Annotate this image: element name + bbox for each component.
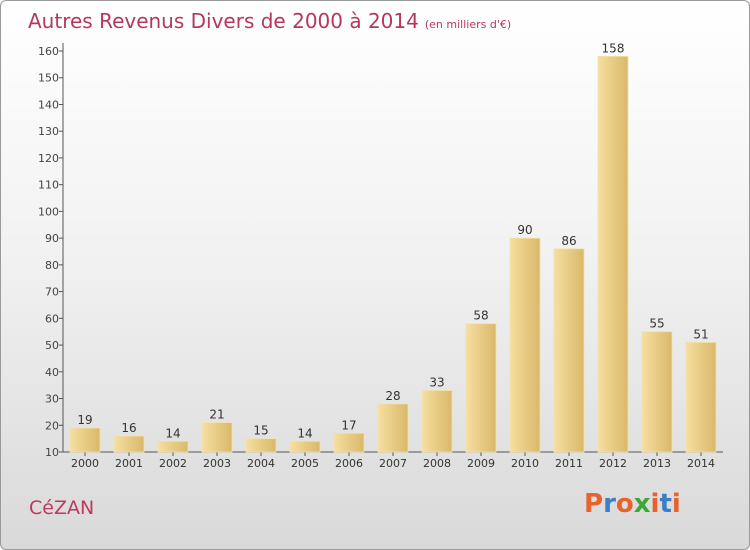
y-tick-label: 20 xyxy=(45,419,59,432)
x-tick-label: 2013 xyxy=(643,457,671,470)
bar-value-label: 58 xyxy=(473,309,488,323)
bar-2000 xyxy=(69,427,101,453)
bar-2013 xyxy=(641,331,673,453)
x-tick-label: 2011 xyxy=(555,457,583,470)
title-block: Autres Revenus Divers de 2000 à 2014 (en … xyxy=(28,9,511,33)
bar-2005 xyxy=(289,440,321,453)
chart-subtitle: (en milliers d'€) xyxy=(424,18,512,31)
y-tick-label: 140 xyxy=(38,98,59,111)
x-tick-label: 2014 xyxy=(687,457,715,470)
proxiti-logo[interactable]: Proxiti xyxy=(584,489,681,519)
x-tick-label: 2004 xyxy=(247,457,275,470)
bar-value-label: 90 xyxy=(517,223,532,237)
y-tick-label: 70 xyxy=(45,286,59,299)
bar-value-label: 86 xyxy=(561,234,576,248)
y-tick-label: 130 xyxy=(38,125,59,138)
bar-value-label: 33 xyxy=(429,376,444,390)
y-tick-label: 30 xyxy=(45,393,59,406)
y-tick-label: 40 xyxy=(45,366,59,379)
x-axis: 2000 2001 2002 2003 2004 2005 2006 2007 2008 2009… xyxy=(63,451,723,470)
x-tick-label: 2006 xyxy=(335,457,363,470)
bar-2009 xyxy=(465,323,497,453)
bar-2002 xyxy=(157,440,189,453)
bar-2014 xyxy=(685,341,717,453)
y-axis: 10 20 30 40 50 60 70 80 90 100 110 120 130 140 150 160 xyxy=(38,43,64,459)
bar-2006 xyxy=(333,432,365,453)
bar-2011 xyxy=(553,248,585,453)
bar-value-label: 19 xyxy=(77,413,92,427)
y-tick-label: 60 xyxy=(45,312,59,325)
bar-value-label: 28 xyxy=(385,389,400,403)
x-tick-label: 2005 xyxy=(291,457,319,470)
x-tick-label: 2001 xyxy=(115,457,143,470)
x-tick-label: 2008 xyxy=(423,457,451,470)
bar-value-label: 55 xyxy=(649,317,664,331)
bar-value-label: 16 xyxy=(121,421,136,435)
x-tick-label: 2007 xyxy=(379,457,407,470)
bar-value-label: 51 xyxy=(693,327,708,341)
y-tick-label: 120 xyxy=(38,152,59,165)
y-tick-label: 90 xyxy=(45,232,59,245)
bar-value-label: 15 xyxy=(253,424,268,438)
bar-2008 xyxy=(421,390,453,453)
y-tick-label: 150 xyxy=(38,72,59,85)
commune-name: CéZAN xyxy=(29,497,95,519)
bar-2012 xyxy=(597,55,629,453)
logo-letter: i xyxy=(671,489,681,519)
logo-letter: r xyxy=(603,489,616,519)
x-tick-label: 2002 xyxy=(159,457,187,470)
chart-title: Autres Revenus Divers de 2000 à 2014 xyxy=(28,9,419,33)
bar-value-label: 14 xyxy=(165,426,180,440)
bar-value-label: 14 xyxy=(297,426,312,440)
logo-letter: x xyxy=(633,489,651,519)
x-tick-label: 2000 xyxy=(71,457,99,470)
bar-2007 xyxy=(377,403,409,453)
bar-2004 xyxy=(245,438,277,453)
bar-2003 xyxy=(201,422,233,453)
logo-letter: o xyxy=(615,489,634,519)
x-tick-label: 2012 xyxy=(599,457,627,470)
y-tick-label: 50 xyxy=(45,339,59,352)
x-tick-label: 2009 xyxy=(467,457,495,470)
bars: 19 16 14 21 15 14 17 28 33 58 90 86 158 55 51 xyxy=(69,41,717,453)
bar-2001 xyxy=(113,435,145,453)
bar-value-label: 21 xyxy=(209,408,224,422)
y-tick-label: 110 xyxy=(38,179,59,192)
y-tick-label: 80 xyxy=(45,259,59,272)
y-tick-label: 160 xyxy=(38,45,59,58)
y-tick-label: 100 xyxy=(38,205,59,218)
x-tick-label: 2003 xyxy=(203,457,231,470)
logo-letter: P xyxy=(584,489,604,519)
y-tick-label: 10 xyxy=(45,446,59,459)
logo-letter: i xyxy=(650,489,660,519)
logo-letter: t xyxy=(659,489,672,519)
bar-value-label: 158 xyxy=(602,41,625,55)
bar-value-label: 17 xyxy=(341,418,356,432)
bar-2010 xyxy=(509,237,541,453)
x-tick-label: 2010 xyxy=(511,457,539,470)
